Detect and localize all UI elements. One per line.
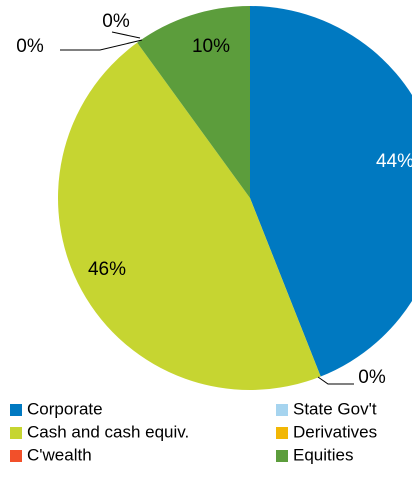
legend-label: C'wealth: [27, 445, 92, 464]
data-label: 44%: [376, 151, 412, 172]
legend-swatch: [10, 404, 22, 416]
data-label: 0%: [16, 36, 44, 57]
pie-slice: [250, 6, 412, 377]
legend-label: Equities: [293, 445, 353, 464]
leader-line: [317, 376, 354, 385]
legend-swatch: [276, 404, 288, 416]
pie-slice: [137, 6, 250, 198]
data-label: 0%: [102, 11, 130, 32]
legend-label: Corporate: [27, 399, 103, 418]
pie-slice: [57, 42, 321, 391]
legend-swatch: [276, 427, 288, 439]
legend-label: Cash and cash equiv.: [27, 422, 189, 441]
legend-swatch: [10, 450, 22, 462]
data-label: 10%: [192, 36, 230, 57]
legend-label: Derivatives: [293, 422, 377, 441]
legend-swatch: [276, 450, 288, 462]
data-label: 0%: [358, 367, 386, 388]
leader-line: [60, 39, 143, 51]
legend-swatch: [10, 427, 22, 439]
leader-line: [111, 31, 141, 39]
legend-label: State Gov't: [293, 399, 377, 418]
data-label: 46%: [88, 259, 126, 280]
